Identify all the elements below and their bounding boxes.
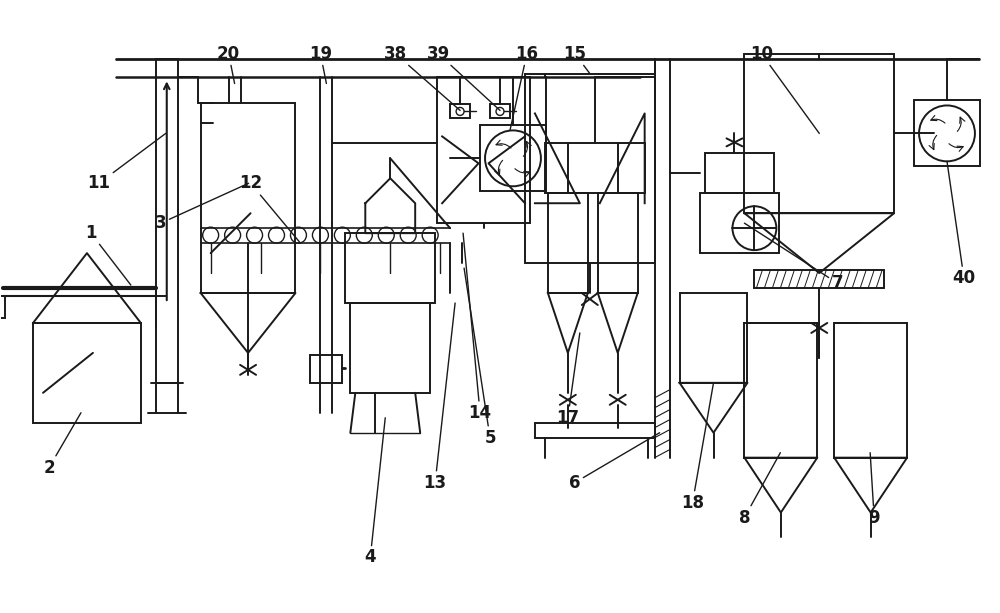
Text: 2: 2 (43, 413, 81, 477)
Bar (156, 59, 178, 383)
Bar (490, 104, 510, 118)
Text: 11: 11 (87, 134, 166, 192)
Bar (744, 323, 817, 458)
Bar (525, 74, 655, 263)
Bar (480, 126, 546, 191)
Text: 5: 5 (464, 268, 496, 447)
Text: 20: 20 (217, 45, 240, 83)
Bar (700, 193, 779, 253)
Bar (201, 104, 295, 293)
Bar (914, 101, 980, 166)
Bar (33, 323, 141, 423)
Bar (310, 355, 342, 383)
Text: 14: 14 (463, 233, 492, 422)
Text: 3: 3 (155, 183, 249, 232)
Text: 39: 39 (427, 45, 500, 110)
Text: 1: 1 (85, 224, 131, 285)
Text: 10: 10 (750, 45, 819, 134)
Text: 19: 19 (309, 45, 332, 83)
Bar (548, 193, 588, 293)
Text: 7: 7 (744, 223, 843, 292)
Bar (437, 77, 530, 223)
Text: 17: 17 (556, 333, 580, 427)
Bar (834, 323, 907, 458)
Bar (535, 423, 655, 438)
Text: 15: 15 (563, 45, 590, 74)
Bar (744, 53, 894, 213)
Text: 8: 8 (739, 452, 780, 527)
Bar (680, 293, 747, 383)
Text: 12: 12 (239, 174, 300, 243)
Bar (545, 143, 645, 193)
Bar (0, 296, 5, 318)
Text: 16: 16 (510, 45, 538, 131)
Text: 40: 40 (947, 161, 976, 287)
Bar (350, 303, 430, 393)
Text: 13: 13 (424, 303, 455, 492)
Text: 9: 9 (868, 452, 880, 527)
Bar (345, 233, 435, 303)
Bar (450, 104, 470, 118)
Bar (598, 193, 638, 293)
Text: 4: 4 (364, 417, 385, 566)
Text: 6: 6 (569, 433, 660, 492)
Text: 18: 18 (681, 383, 714, 512)
Text: 38: 38 (384, 45, 460, 110)
Bar (754, 270, 884, 288)
Bar (705, 153, 774, 193)
